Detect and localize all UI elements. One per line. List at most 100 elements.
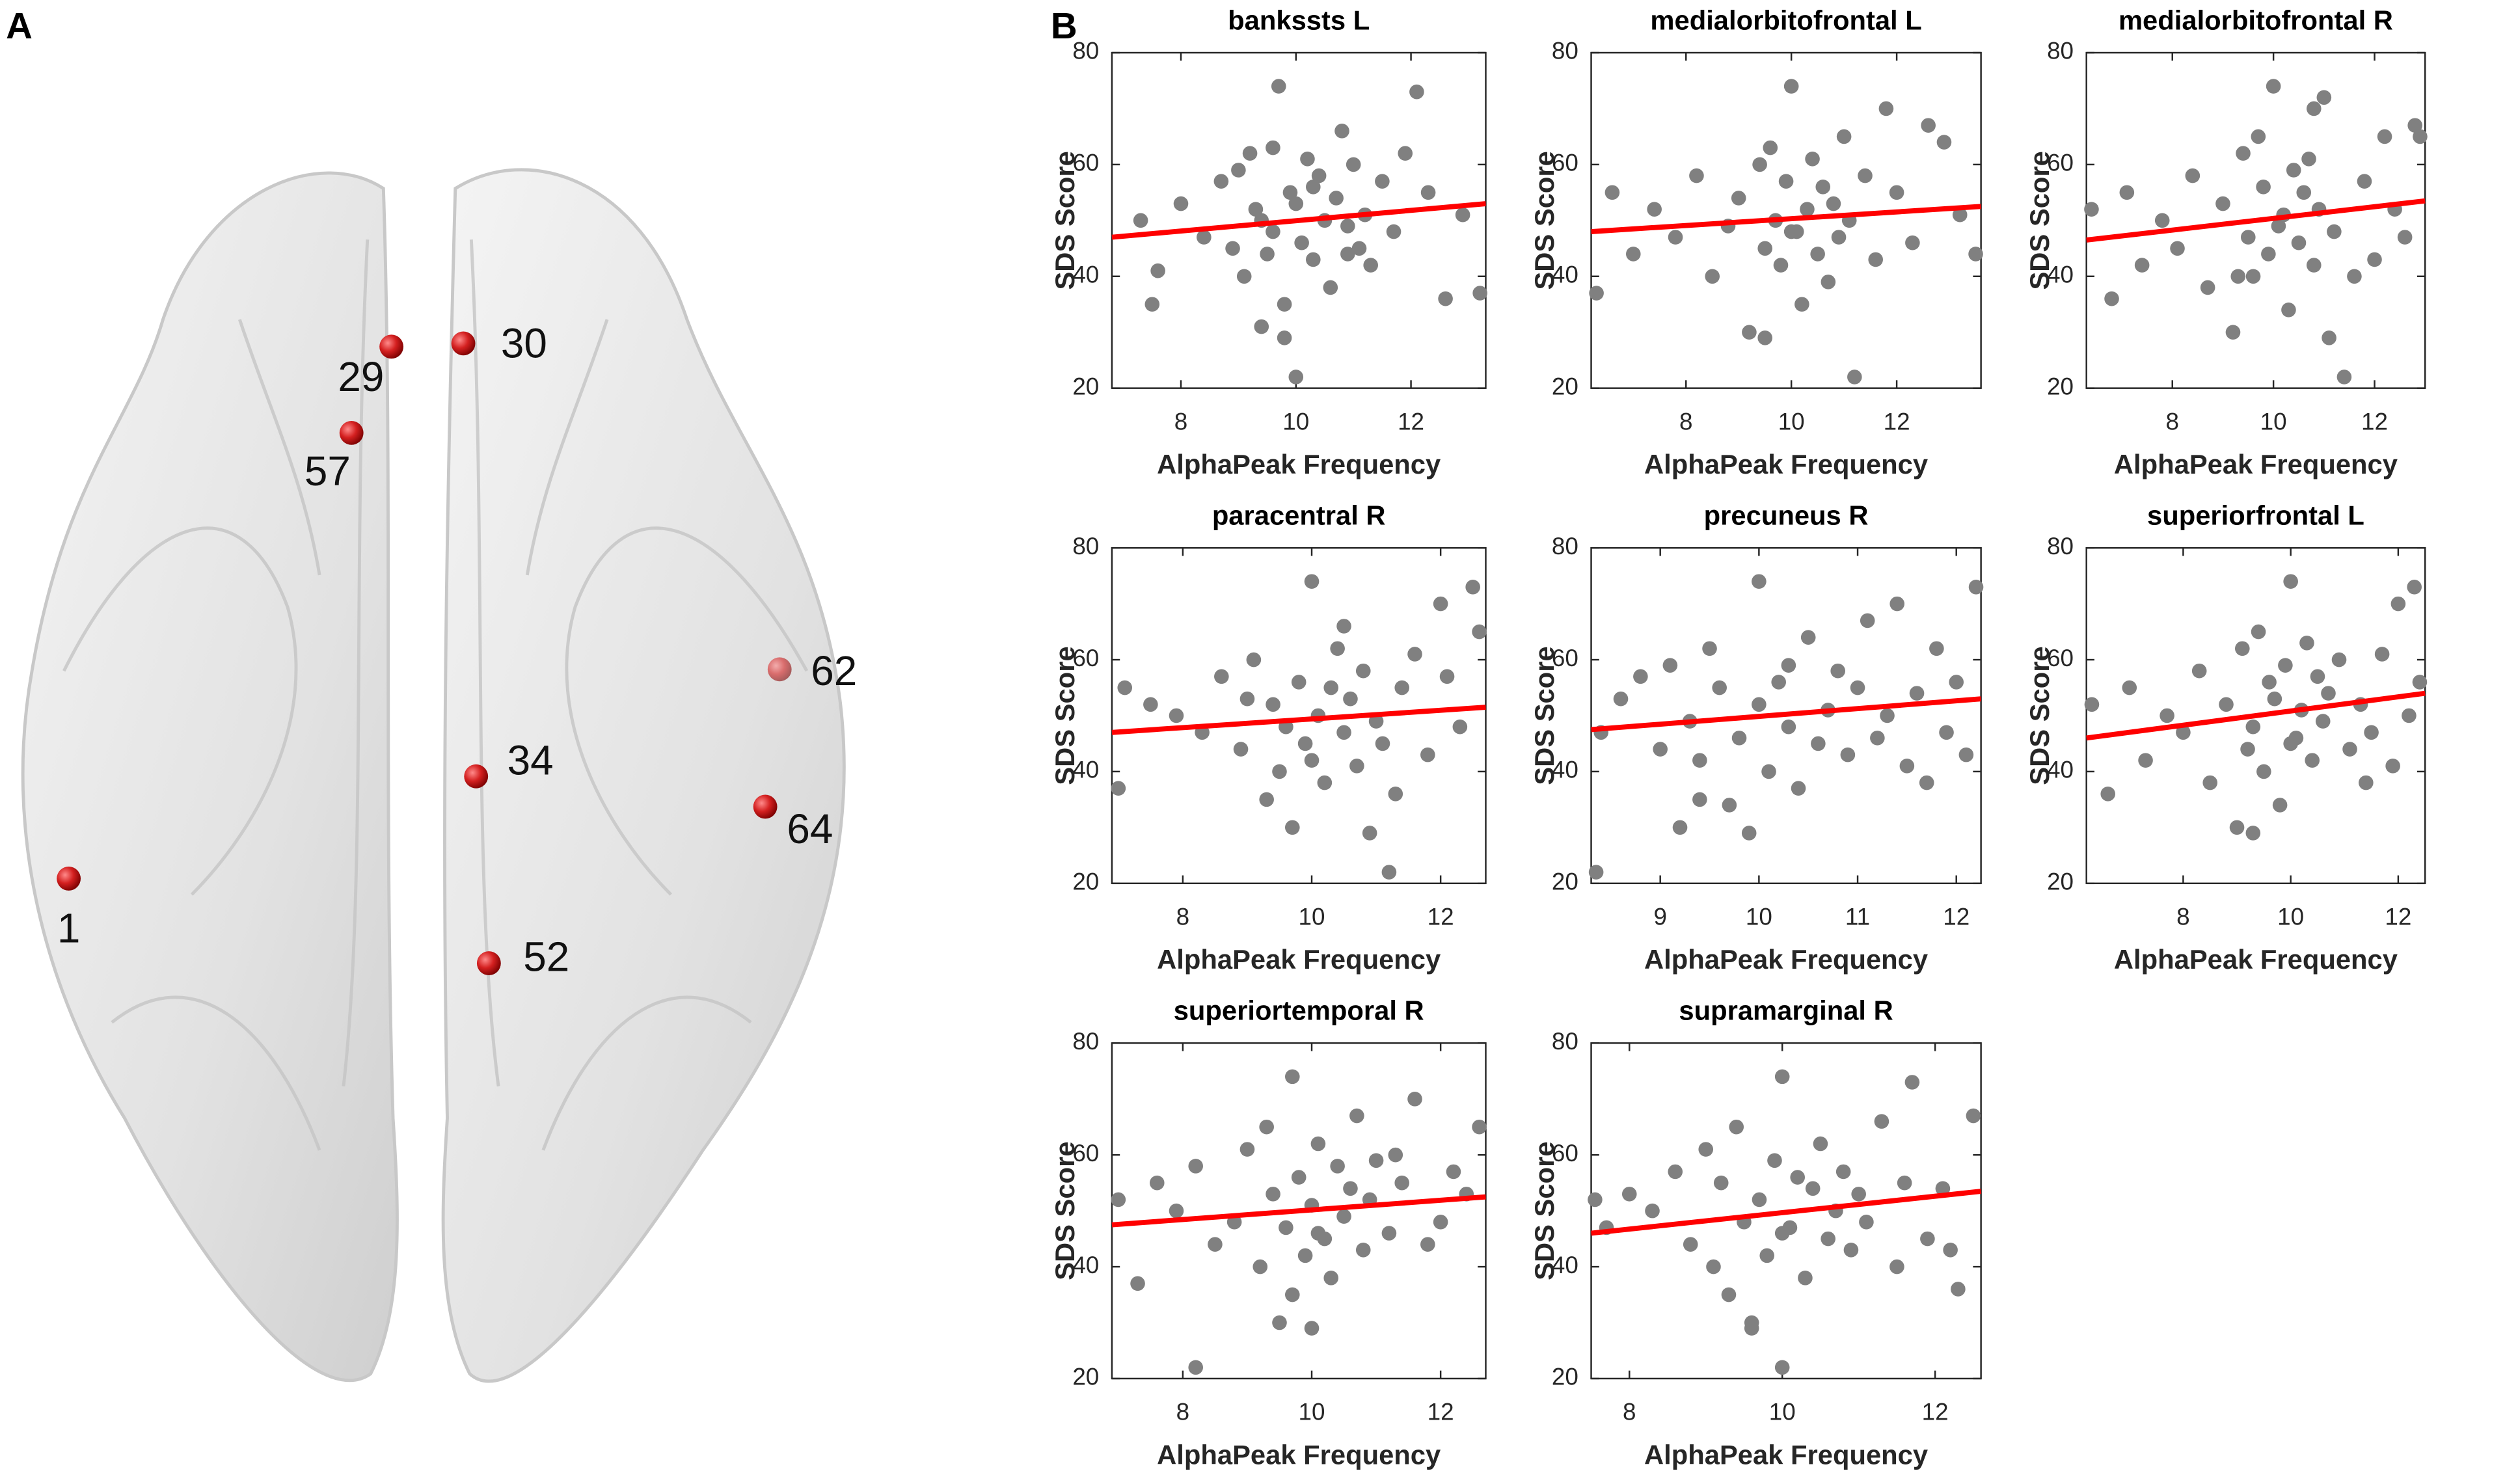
point	[1188, 1159, 1204, 1174]
point	[1774, 1069, 1790, 1085]
x-axis-label: AlphaPeak Frequency	[1157, 1439, 1441, 1470]
chart-title: medialorbitofrontal L	[1650, 5, 1921, 35]
x-tick-label: 12	[1943, 904, 1970, 930]
point	[1773, 258, 1789, 273]
x-tick-label: 12	[1398, 408, 1424, 435]
y-tick-label: 60	[1552, 645, 1578, 671]
x-tick-label: 8	[2166, 408, 2179, 435]
point	[1213, 174, 1229, 189]
point	[1310, 1136, 1326, 1152]
point	[1266, 140, 1280, 155]
y-axis-label: SDS Score	[1049, 646, 1080, 785]
point	[1282, 185, 1298, 200]
point	[1889, 185, 1904, 200]
point	[1277, 331, 1292, 345]
point	[1472, 1119, 1487, 1135]
fit-line	[2086, 198, 2426, 243]
y-tick-label: 60	[1072, 150, 1099, 176]
point	[1343, 1181, 1358, 1196]
x-axis-label: AlphaPeak Frequency	[1157, 944, 1441, 975]
y-tick-label: 60	[1072, 1140, 1099, 1167]
point	[1144, 297, 1160, 312]
point	[2359, 775, 2374, 790]
point	[1692, 792, 1707, 807]
point	[2390, 596, 2406, 612]
point	[1815, 179, 1831, 195]
x-axis-label: AlphaPeak Frequency	[1157, 449, 1441, 479]
point	[1805, 1181, 1821, 1196]
point	[2299, 635, 2314, 651]
point	[2202, 775, 2218, 790]
point	[1830, 663, 1846, 679]
y-tick-label: 20	[2047, 869, 2074, 895]
x-tick-label: 8	[2176, 904, 2189, 930]
point	[2407, 580, 2422, 595]
point	[1388, 787, 1403, 802]
point	[1306, 252, 1321, 267]
point	[2305, 753, 2320, 768]
point	[1340, 219, 1355, 234]
point	[1455, 207, 1470, 223]
brain-node	[339, 420, 364, 445]
point	[1951, 1282, 1966, 1297]
point	[1304, 574, 1320, 589]
fit-line	[1591, 696, 1981, 733]
point	[2367, 252, 2382, 267]
point	[2412, 675, 2428, 690]
point	[1439, 669, 1455, 684]
y-tick-label: 60	[1552, 1140, 1578, 1167]
point	[1668, 230, 1683, 245]
point	[1188, 1360, 1204, 1375]
chart-title: bankssts L	[1228, 5, 1370, 35]
scatter-panel: 20 40 60 80 8 10 12 superiortemporal R AlphaPeak…	[1049, 995, 1487, 1470]
node-label: 30	[501, 320, 547, 367]
point	[1589, 286, 1604, 301]
point	[1388, 1147, 1403, 1163]
point	[2256, 179, 2271, 195]
point	[2191, 663, 2207, 679]
point	[1362, 826, 1377, 841]
point	[1878, 101, 1894, 116]
y-axis-label: SDS Score	[1529, 151, 1560, 290]
scatter-panels: 20 40 60 80 8 10 12 bankssts L AlphaPeak Frequen…	[1049, 5, 2428, 1470]
point	[1722, 798, 1737, 813]
point	[1266, 1187, 1280, 1202]
point	[2234, 641, 2250, 656]
y-tick-label: 20	[1552, 869, 1578, 895]
point	[1330, 641, 1345, 656]
point	[1761, 764, 1776, 779]
point	[1173, 196, 1189, 211]
y-tick-label: 40	[1552, 1252, 1578, 1278]
point	[1781, 719, 1796, 735]
point	[1813, 1136, 1828, 1152]
point	[1323, 1270, 1339, 1286]
point	[1266, 224, 1280, 239]
point	[1821, 275, 1836, 290]
y-tick-label: 40	[2047, 261, 2074, 288]
point	[1111, 1192, 1126, 1207]
point	[1297, 1248, 1313, 1263]
point	[1835, 1164, 1851, 1180]
point	[1794, 297, 1809, 312]
fit-line	[1591, 1189, 1982, 1236]
point	[2271, 219, 2286, 234]
y-tick-label: 80	[2047, 533, 2074, 560]
point	[1919, 775, 1934, 790]
point	[1840, 747, 1856, 762]
point	[2310, 669, 2325, 684]
y-tick-label: 20	[1072, 869, 1099, 895]
point	[1231, 163, 1246, 178]
node-label: 52	[523, 934, 569, 980]
y-tick-label: 80	[1072, 533, 1099, 560]
point	[1805, 152, 1820, 167]
point	[1672, 820, 1688, 835]
point	[2322, 331, 2336, 345]
y-tick-label: 80	[1552, 38, 1578, 64]
point	[1626, 247, 1641, 262]
point	[2262, 675, 2277, 690]
node-label: 1	[57, 904, 81, 951]
point	[1279, 1220, 1293, 1235]
chart-title: medialorbitofrontal R	[2119, 5, 2393, 35]
point	[1304, 753, 1320, 768]
